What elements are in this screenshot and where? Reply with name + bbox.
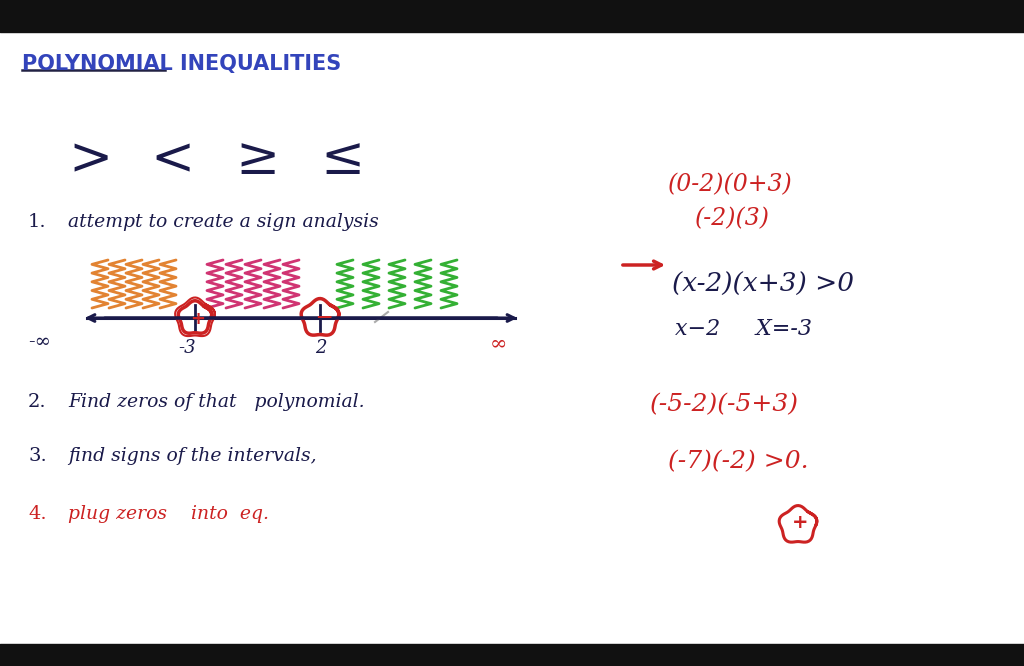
Text: -3: -3 [178,339,196,357]
Text: -∞: -∞ [28,333,51,351]
Text: find signs of the intervals,: find signs of the intervals, [68,447,316,465]
Text: +: + [190,310,205,328]
Text: (-5-2)(-5+3): (-5-2)(-5+3) [650,393,799,416]
Text: <: < [150,135,195,186]
Text: ≤: ≤ [319,135,365,186]
Text: POLYNOMIAL INEQUALITIES: POLYNOMIAL INEQUALITIES [22,54,341,74]
Text: 3.: 3. [28,447,47,465]
Text: 2.: 2. [28,393,47,411]
Text: x−2     X=-3: x−2 X=-3 [675,318,812,340]
Text: (x-2)(x+3) >0: (x-2)(x+3) >0 [672,272,854,297]
Text: —: — [316,308,332,324]
Text: attempt to create a sign analysis: attempt to create a sign analysis [68,213,379,231]
Text: 1.: 1. [28,213,47,231]
Text: +: + [792,513,809,533]
Text: (-7)(-2) >0.: (-7)(-2) >0. [668,450,809,473]
Text: ∞: ∞ [490,334,507,354]
Text: (0-2)(0+3): (0-2)(0+3) [668,173,793,196]
Text: 2: 2 [315,339,327,357]
Text: (-2)(3): (-2)(3) [695,207,770,230]
Text: 4.: 4. [28,505,47,523]
Text: plug zeros    into  eq.: plug zeros into eq. [68,505,269,523]
Text: Find zeros of that   polynomial.: Find zeros of that polynomial. [68,393,365,411]
Text: >: > [68,135,113,186]
Text: ≥: ≥ [234,135,280,186]
